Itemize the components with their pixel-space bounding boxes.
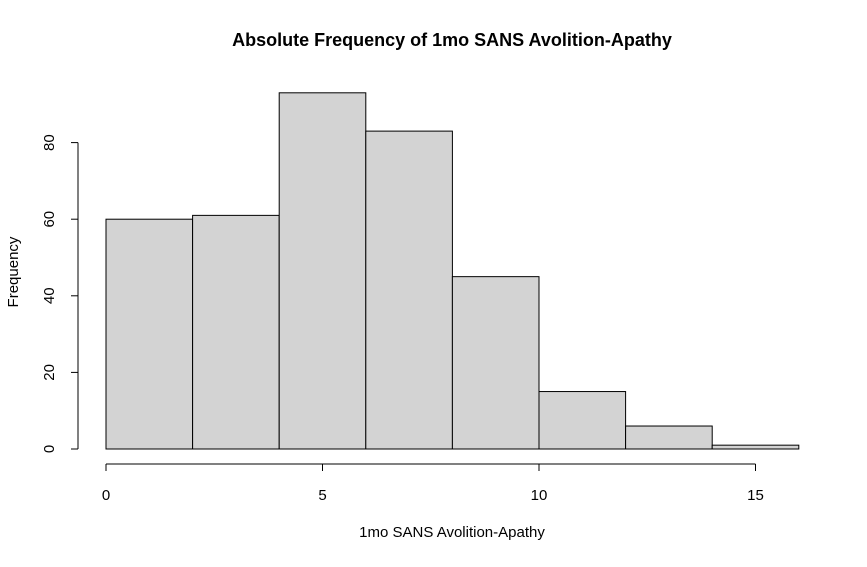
y-tick-label: 60 (41, 211, 58, 228)
y-tick-label: 80 (41, 134, 58, 151)
histogram-bar-0 (105, 218, 194, 450)
x-tick-label: 5 (318, 487, 326, 504)
y-axis-label: Frequency (5, 236, 22, 307)
x-tick-label: 15 (747, 487, 764, 504)
histogram-bar-5 (538, 391, 627, 450)
x-axis: 0 5 10 15 (102, 463, 764, 504)
histogram-bar-2 (278, 92, 367, 450)
bars-layer (105, 92, 800, 450)
x-tick-label: 0 (102, 487, 110, 504)
histogram-bar-7 (711, 444, 800, 450)
y-tick-label: 40 (41, 287, 58, 304)
y-tick-label: 20 (41, 364, 58, 381)
histogram-bar-3 (365, 130, 453, 450)
y-axis: 0 20 40 60 80 (41, 134, 79, 453)
x-axis-label: 1mo SANS Avolition-Apathy (359, 524, 545, 541)
y-tick-label: 0 (41, 445, 58, 453)
histogram-bar-4 (451, 276, 540, 450)
histogram-bar-1 (192, 214, 280, 450)
chart-title: Absolute Frequency of 1mo SANS Avolition… (232, 30, 672, 50)
x-tick-label: 10 (531, 487, 548, 504)
histogram-bar-6 (625, 425, 713, 450)
